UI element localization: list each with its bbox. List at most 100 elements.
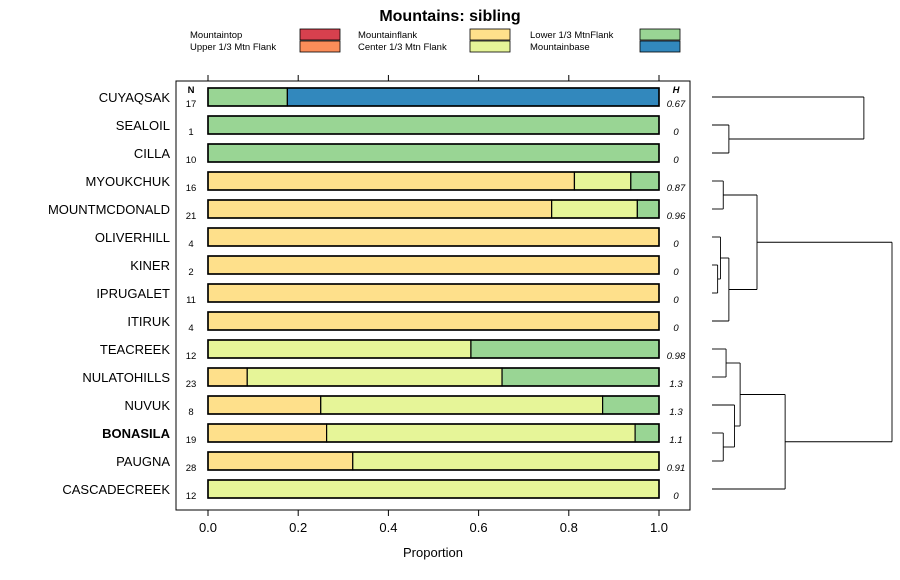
legend-label: Lower 1/3 MtnFlank [530,30,614,41]
row-label: MOUNTMCDONALD [48,202,170,217]
chart-title: Mountains: sibling [379,8,520,25]
bar-segment [352,451,660,471]
row-label: CILLA [134,146,170,161]
row-h: 0 [673,295,679,306]
row-n: 12 [186,351,197,362]
row-h: 1.3 [669,379,683,390]
plot-frame [175,80,691,511]
row-n: 12 [186,491,197,502]
bar-outline [207,423,660,443]
row-h: 0 [673,127,679,138]
bar-segment [207,311,660,331]
bar-segment [207,479,660,499]
bar-outline [207,227,660,247]
row-label: MYOUKCHUK [85,174,170,189]
legend-label: Upper 1/3 Mtn Flank [190,42,276,53]
row-h: 0 [673,155,679,166]
legend-label: Center 1/3 Mtn Flank [358,42,447,53]
row-h: 1.3 [669,407,683,418]
bar-outline [207,199,660,219]
bar-outline [207,311,660,331]
bar-outline [207,171,660,191]
row-label: CASCADECREEK [62,482,170,497]
bar-outline [207,87,660,107]
legend-swatch [639,28,681,41]
bar-segment [246,367,503,387]
x-tick-label: 0.6 [470,520,488,535]
bar-segment [634,423,660,443]
bar-segment [636,199,660,219]
bar-segment [207,87,288,107]
row-label: ITIRUK [127,314,170,329]
legend-swatch [299,28,341,41]
bar-segment [501,367,660,387]
bar-outline [207,367,660,387]
row-n: 4 [188,239,193,250]
row-label: TEACREEK [100,342,170,357]
bar-segment [207,255,660,275]
row-n: 23 [186,379,197,390]
bar-outline [207,339,660,359]
row-h: 0.98 [667,351,686,362]
row-h: 0.67 [667,99,686,110]
legend-swatch [469,28,511,41]
x-tick-label: 0.8 [560,520,578,535]
x-tick-label: 0.0 [199,520,217,535]
legend-swatch [299,40,341,53]
h-column-header: H [673,85,681,96]
row-h: 0 [673,491,679,502]
x-axis-label: Proportion [403,545,463,560]
bar-outline [207,451,660,471]
bar-segment [207,143,660,163]
row-h: 1.1 [669,435,682,446]
n-column-header: N [188,85,195,96]
bar-segment [573,171,632,191]
row-n: 4 [188,323,193,334]
plot-area: 0.0 0.2 0.4 0.6 0.8 1.0 N H CUYAQSAK 17 0.67 SEALOI… [48,75,691,535]
bar-outline [207,479,660,499]
row-n: 28 [186,463,197,474]
row-n: 16 [186,183,197,194]
row-n: 2 [188,267,193,278]
row-h: 0 [673,239,679,250]
row-h: 0 [673,267,679,278]
row-label: NUVUK [124,398,170,413]
bar-segment [630,171,660,191]
legend-label: Mountaintop [190,30,242,41]
row-label: OLIVERHILL [95,230,170,245]
bar-segment [207,115,660,135]
bar-segment [207,423,328,443]
bar-outline [207,115,660,135]
bar-segment [286,87,660,107]
x-tick-label: 0.2 [289,520,307,535]
row-label: PAUGNA [116,454,170,469]
row-label: KINER [130,258,170,273]
bar-segment [207,395,322,415]
row-n: 21 [186,211,197,222]
bar-segment [207,367,248,387]
bar-segment [470,339,660,359]
legend-label: Mountainflank [358,30,417,41]
bar-segment [207,227,660,247]
bar-outline [207,143,660,163]
bar-segment [207,171,576,191]
bar-outline [207,255,660,275]
x-tick-label: 0.4 [379,520,397,535]
bar-segment [602,395,660,415]
bar-segment [320,395,604,415]
bar-outline [207,283,660,303]
row-label: BONASILA [102,426,171,441]
row-label: IPRUGALET [96,286,170,301]
bar-segment [207,199,553,219]
legend-label: Mountainbase [530,42,590,53]
dendrogram [712,96,893,490]
bar-segment [207,451,354,471]
row-n: 11 [186,295,196,306]
row-h: 0 [673,323,679,334]
bar-segment [326,423,636,443]
row-n: 8 [188,407,193,418]
bar-outline [207,395,660,415]
row-label: CUYAQSAK [99,90,171,105]
